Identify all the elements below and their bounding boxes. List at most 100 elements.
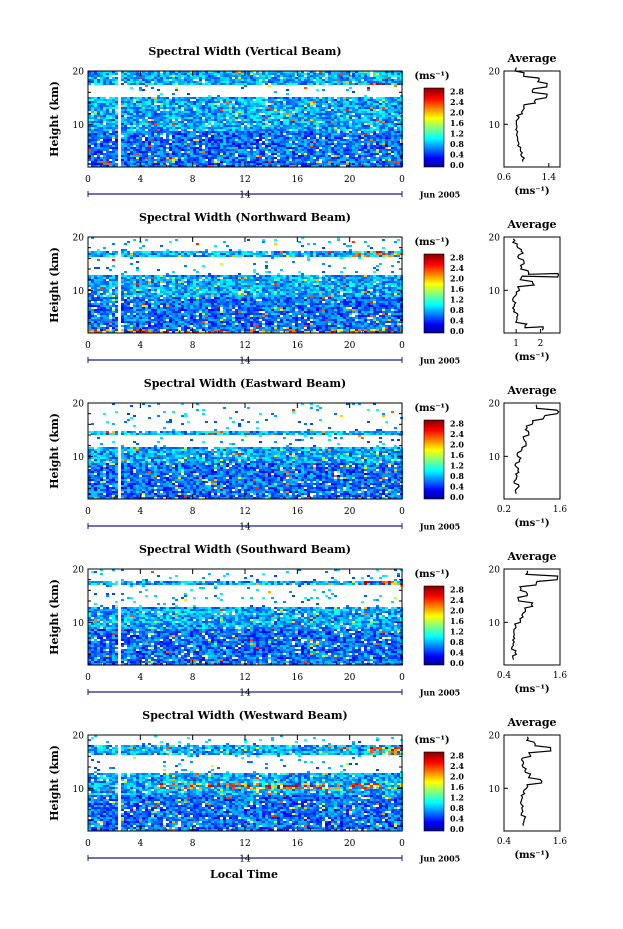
heatmap-cell — [271, 127, 274, 129]
heatmap-cell — [112, 71, 115, 73]
heatmap-cell — [358, 331, 361, 333]
heatmap-cell — [307, 115, 310, 117]
heatmap-cell — [103, 155, 106, 157]
heatmap-cell — [172, 323, 175, 325]
heatmap-cell — [88, 135, 91, 137]
heatmap-cell — [277, 153, 280, 155]
heatmap-cell — [250, 71, 253, 73]
heatmap-cell — [112, 99, 115, 101]
heatmap-cell — [169, 153, 172, 155]
heatmap-cell — [100, 125, 103, 127]
heatmap-cell — [157, 317, 160, 319]
heatmap-cell — [337, 101, 340, 103]
heatmap-cell — [325, 71, 328, 73]
heatmap-cell — [130, 105, 133, 107]
heatmap-cell — [325, 133, 328, 135]
heatmap-cell — [142, 99, 145, 101]
heatmap-cell — [277, 149, 280, 151]
heatmap-cell — [187, 317, 190, 319]
heatmap-cell — [145, 81, 148, 83]
heatmap-cell — [199, 163, 202, 165]
heatmap-cell — [124, 75, 127, 77]
heatmap-cell — [349, 137, 352, 139]
heatmap-cell — [382, 165, 385, 167]
heatmap-cell — [247, 325, 250, 327]
heatmap-cell — [187, 319, 190, 321]
heatmap-cell — [385, 101, 388, 103]
heatmap-cell — [172, 135, 175, 137]
heatmap-cell — [382, 323, 385, 325]
heatmap-cell — [223, 77, 226, 79]
heatmap-cell — [214, 317, 217, 319]
heatmap-cell — [115, 145, 118, 147]
heatmap-cell — [109, 163, 112, 165]
heatmap-cell — [238, 99, 241, 101]
heatmap-cell — [229, 151, 232, 153]
heatmap-cell — [148, 81, 151, 83]
heatmap-cell — [376, 147, 379, 149]
heatmap-cell — [190, 139, 193, 141]
heatmap-cell — [115, 99, 118, 101]
heatmap-cell — [172, 141, 175, 143]
heatmap-cell — [112, 327, 115, 329]
heatmap-cell — [205, 109, 208, 111]
heatmap-cell — [334, 121, 337, 123]
heatmap-cell — [94, 117, 97, 119]
heatmap-cell — [193, 155, 196, 157]
heatmap-cell — [328, 75, 331, 77]
heatmap-cell — [319, 119, 322, 121]
heatmap-cell — [160, 93, 163, 95]
heatmap-cell — [205, 103, 208, 105]
heatmap-cell — [349, 119, 352, 121]
heatmap-cell — [163, 131, 166, 133]
heatmap-cell — [160, 123, 163, 125]
heatmap-cell — [175, 137, 178, 139]
heatmap-cell — [205, 113, 208, 115]
heatmap-cell — [355, 321, 358, 323]
heatmap-cell — [214, 71, 217, 73]
heatmap-cell — [127, 75, 130, 77]
heatmap-cell — [160, 113, 163, 115]
heatmap-cell — [94, 121, 97, 123]
heatmap-cell — [247, 145, 250, 147]
heatmap-cell — [316, 157, 319, 159]
heatmap-cell — [349, 331, 352, 333]
heatmap-cell — [139, 109, 142, 111]
heatmap-cell — [88, 119, 91, 121]
heatmap-cell — [127, 325, 130, 327]
heatmap-cell — [346, 143, 349, 145]
heatmap-cell — [151, 117, 154, 119]
heatmap-cell — [163, 163, 166, 165]
heatmap-cell — [247, 147, 250, 149]
heatmap-cell — [157, 165, 160, 167]
heatmap-cell — [277, 75, 280, 77]
heatmap-cell — [280, 103, 283, 105]
heatmap-cell — [382, 149, 385, 151]
heatmap-cell — [367, 83, 370, 85]
heatmap-cell — [370, 115, 373, 117]
heatmap-cell — [307, 103, 310, 105]
heatmap-cell — [379, 329, 382, 331]
heatmap-cell — [343, 109, 346, 111]
heatmap-cell — [256, 165, 259, 167]
heatmap-cell — [214, 327, 217, 329]
heatmap-cell — [97, 161, 100, 163]
heatmap-cell — [358, 319, 361, 321]
heatmap-cell — [343, 77, 346, 79]
heatmap-cell — [343, 99, 346, 101]
heatmap-cell — [127, 73, 130, 75]
heatmap-cell — [163, 83, 166, 85]
heatmap-cell — [208, 147, 211, 149]
heatmap-cells — [88, 71, 403, 167]
heatmap-cell — [283, 107, 286, 109]
heatmap-cell — [166, 325, 169, 327]
heatmap-cell — [367, 119, 370, 121]
heatmap-cell — [136, 107, 139, 109]
heatmap-cell — [244, 139, 247, 141]
heatmap-cell — [121, 123, 124, 125]
heatmap-cell — [373, 319, 376, 321]
heatmap-cell — [247, 97, 250, 99]
heatmap-cell — [322, 73, 325, 75]
heatmap-cell — [382, 135, 385, 137]
heatmap-cell — [196, 121, 199, 123]
